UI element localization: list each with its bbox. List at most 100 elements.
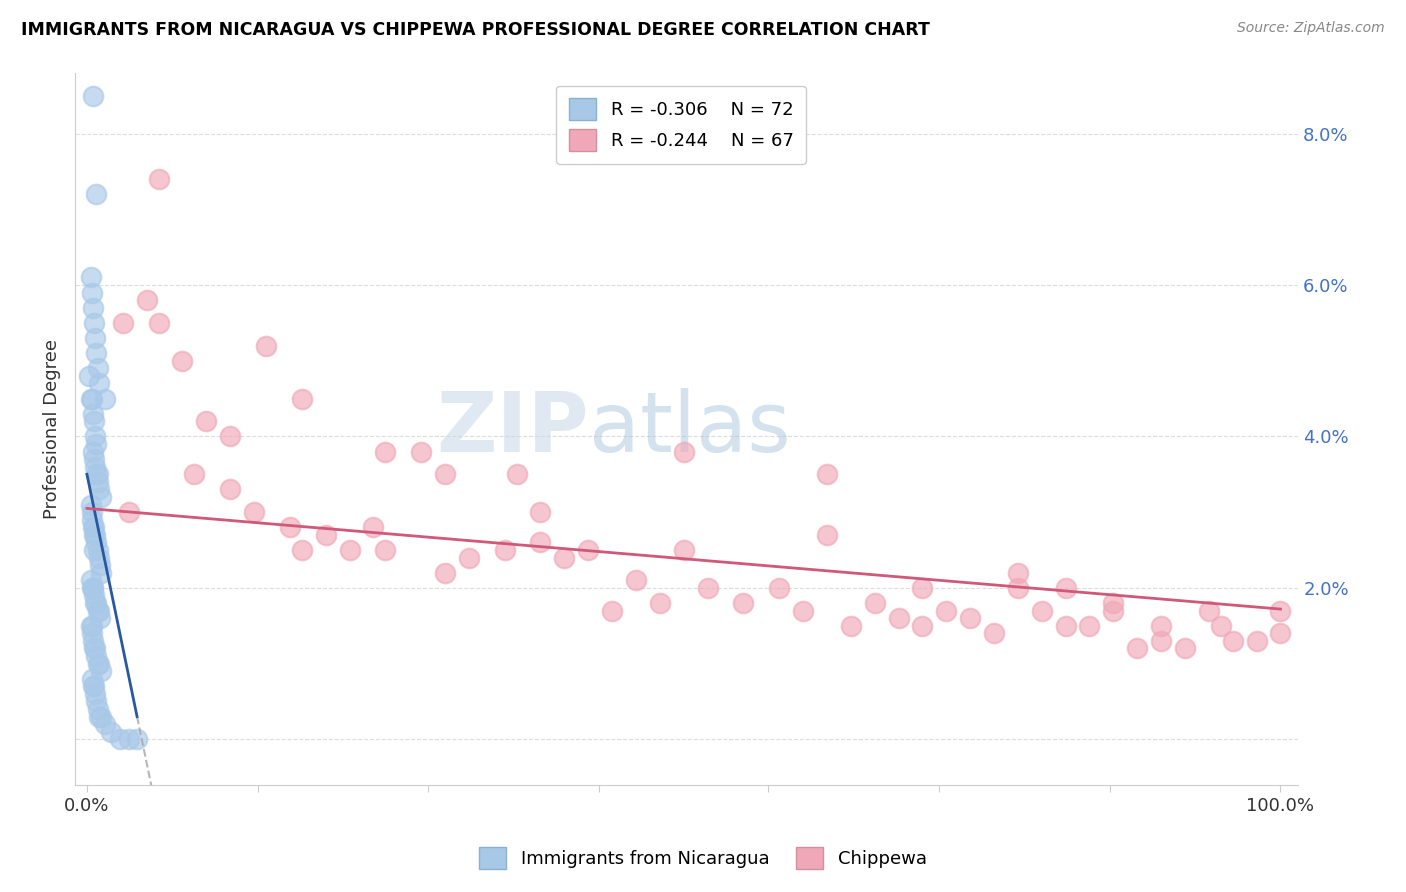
Point xyxy=(94,392,117,406)
Point xyxy=(83,679,105,693)
Point xyxy=(86,694,108,708)
Point xyxy=(457,550,479,565)
Point xyxy=(935,604,957,618)
Point xyxy=(135,293,157,307)
Point xyxy=(863,596,886,610)
Point xyxy=(82,88,104,103)
Point xyxy=(82,520,104,534)
Point xyxy=(86,543,108,558)
Point xyxy=(84,641,107,656)
Point xyxy=(219,429,242,443)
Point xyxy=(125,732,148,747)
Point xyxy=(80,672,103,686)
Point xyxy=(110,732,132,747)
Point xyxy=(291,543,314,558)
Point xyxy=(84,596,107,610)
Point xyxy=(648,596,671,610)
Point xyxy=(83,414,105,428)
Point xyxy=(86,604,108,618)
Point xyxy=(82,301,104,315)
Point xyxy=(1150,633,1173,648)
Point xyxy=(1270,626,1292,640)
Point xyxy=(86,187,108,202)
Point xyxy=(82,444,104,458)
Point xyxy=(494,543,516,558)
Point xyxy=(83,528,105,542)
Point xyxy=(254,338,277,352)
Point xyxy=(86,361,108,376)
Point xyxy=(94,717,117,731)
Point xyxy=(411,444,433,458)
Point xyxy=(363,520,385,534)
Point xyxy=(1102,604,1125,618)
Point xyxy=(1031,604,1053,618)
Point xyxy=(79,392,101,406)
Point xyxy=(529,505,551,519)
Point xyxy=(87,657,110,671)
Point xyxy=(86,648,108,663)
Point xyxy=(911,581,934,595)
Text: IMMIGRANTS FROM NICARAGUA VS CHIPPEWA PROFESSIONAL DEGREE CORRELATION CHART: IMMIGRANTS FROM NICARAGUA VS CHIPPEWA PR… xyxy=(21,21,929,38)
Point xyxy=(911,619,934,633)
Point xyxy=(79,619,101,633)
Point xyxy=(90,709,112,723)
Point xyxy=(90,566,112,580)
Point xyxy=(887,611,910,625)
Point xyxy=(983,626,1005,640)
Text: ZIP: ZIP xyxy=(436,388,589,469)
Point xyxy=(80,505,103,519)
Point xyxy=(86,437,108,451)
Point xyxy=(696,581,718,595)
Point xyxy=(89,558,111,573)
Point xyxy=(89,611,111,625)
Point xyxy=(1246,633,1268,648)
Point xyxy=(90,664,112,678)
Point xyxy=(576,543,599,558)
Point xyxy=(505,467,527,482)
Legend: Immigrants from Nicaragua, Chippewa: Immigrants from Nicaragua, Chippewa xyxy=(472,839,934,876)
Point xyxy=(83,520,105,534)
Point xyxy=(624,574,647,588)
Point xyxy=(553,550,575,565)
Point xyxy=(1054,581,1077,595)
Point xyxy=(86,467,108,482)
Point xyxy=(83,452,105,467)
Point xyxy=(148,316,170,330)
Point xyxy=(374,543,396,558)
Point xyxy=(87,709,110,723)
Point xyxy=(79,368,101,383)
Point xyxy=(959,611,981,625)
Point xyxy=(84,459,107,474)
Point xyxy=(84,331,107,345)
Point xyxy=(672,543,695,558)
Point xyxy=(315,528,337,542)
Point xyxy=(118,505,141,519)
Point xyxy=(111,316,134,330)
Point xyxy=(433,467,456,482)
Point xyxy=(87,483,110,497)
Point xyxy=(87,376,110,391)
Point xyxy=(86,702,108,716)
Text: atlas: atlas xyxy=(589,388,790,469)
Point xyxy=(433,566,456,580)
Point xyxy=(1150,619,1173,633)
Point xyxy=(79,498,101,512)
Point xyxy=(1126,641,1149,656)
Point xyxy=(339,543,361,558)
Point xyxy=(291,392,314,406)
Y-axis label: Professional Degree: Professional Degree xyxy=(44,339,60,519)
Point xyxy=(600,604,623,618)
Point xyxy=(86,467,108,482)
Point xyxy=(1198,604,1220,618)
Point xyxy=(172,353,194,368)
Point xyxy=(86,535,108,549)
Point xyxy=(278,520,301,534)
Point xyxy=(80,626,103,640)
Point xyxy=(148,172,170,186)
Point xyxy=(183,467,205,482)
Point xyxy=(374,444,396,458)
Point xyxy=(90,490,112,504)
Point xyxy=(815,528,838,542)
Point xyxy=(529,535,551,549)
Point xyxy=(83,641,105,656)
